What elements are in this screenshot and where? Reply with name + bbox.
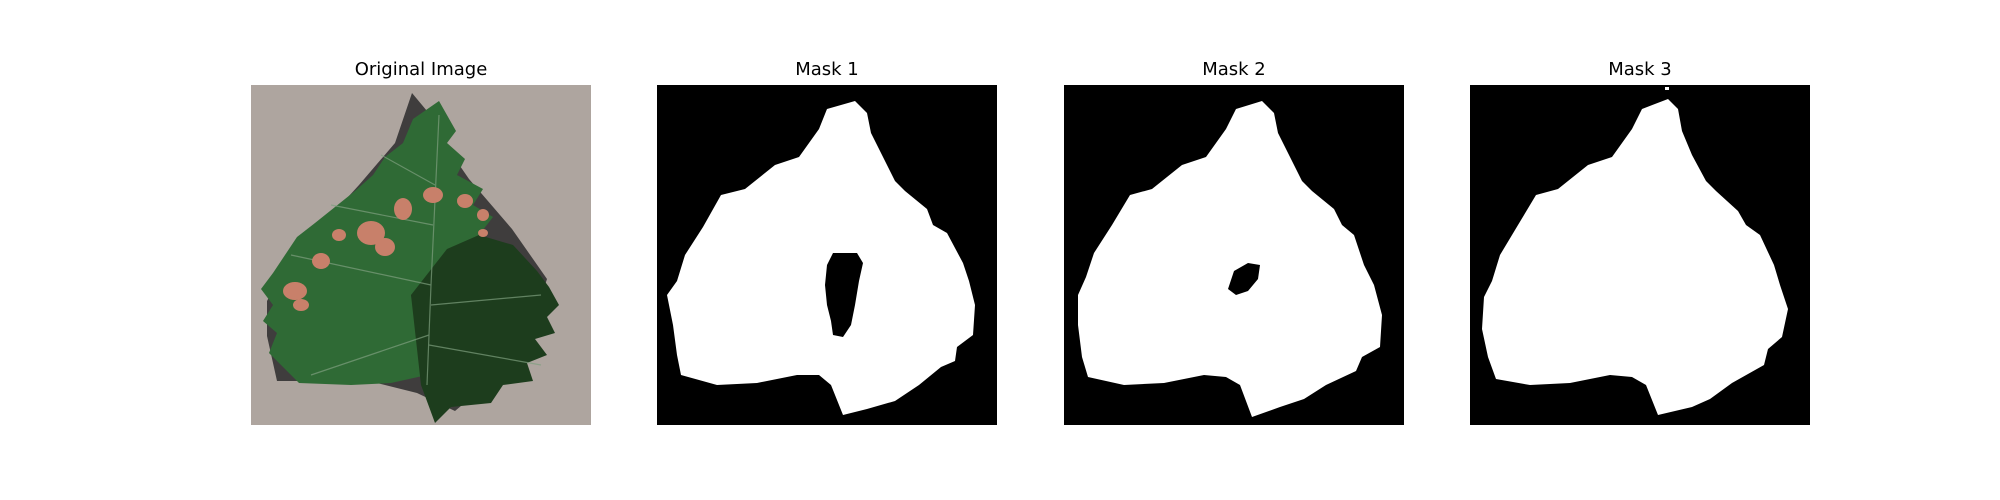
leaf-right-half [411,235,559,423]
mask-3 [1470,85,1810,425]
panel-title: Original Image [354,59,488,80]
mask-foreground [667,101,975,415]
mask-foreground [1482,99,1788,415]
original-leaf-image [251,85,591,425]
panel-title: Mask 2 [1202,59,1266,80]
panel-title: Mask 1 [795,59,859,80]
leaf-lesions [283,187,489,311]
leaf-photo [251,85,591,425]
mask-2 [1064,85,1404,425]
mask-foreground [1078,101,1382,417]
mask-1 [657,85,997,425]
mask-1-image [657,85,997,425]
mask-2-image [1064,85,1404,425]
panel-title: Mask 3 [1608,59,1672,80]
mask-3-image [1470,85,1810,425]
mask-speck [1665,87,1669,90]
